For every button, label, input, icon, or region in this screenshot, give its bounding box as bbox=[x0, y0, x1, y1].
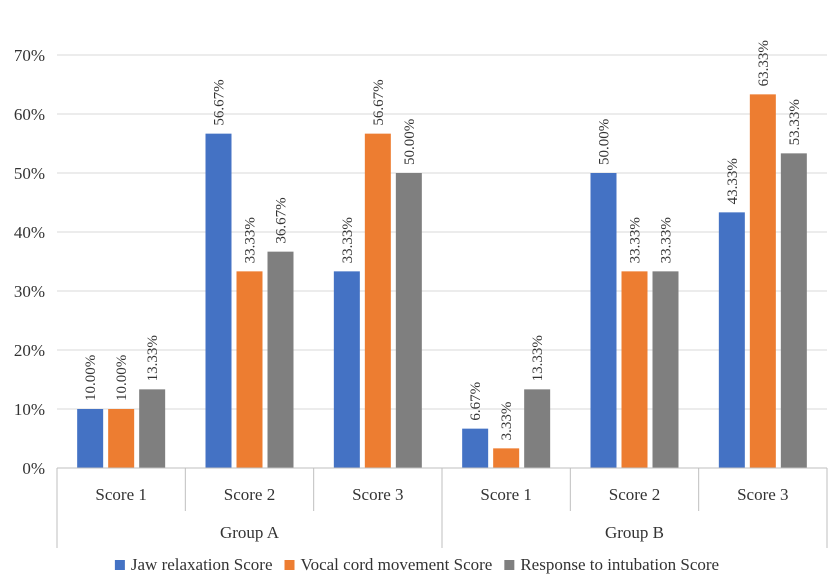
bar bbox=[205, 133, 232, 468]
bar bbox=[749, 94, 776, 468]
bar bbox=[236, 271, 263, 468]
data-label: 43.33% bbox=[725, 158, 741, 204]
legend-label: Vocal cord movement Score bbox=[301, 555, 493, 574]
x-tick-label: Score 3 bbox=[737, 485, 788, 504]
data-label: 13.33% bbox=[145, 335, 161, 381]
bar bbox=[333, 271, 360, 468]
data-label: 36.67% bbox=[274, 197, 290, 243]
x-tick-label: Score 1 bbox=[480, 485, 531, 504]
legend-swatch bbox=[284, 560, 295, 570]
data-label: 6.67% bbox=[468, 382, 484, 421]
data-label: 10.00% bbox=[114, 355, 130, 401]
bars bbox=[77, 94, 807, 468]
bar bbox=[139, 389, 166, 468]
data-label: 50.00% bbox=[597, 119, 613, 165]
bar bbox=[524, 389, 551, 468]
gridlines bbox=[57, 54, 827, 410]
y-tick-label: 30% bbox=[14, 282, 45, 301]
bar bbox=[395, 173, 422, 468]
bar bbox=[621, 271, 648, 468]
bar bbox=[718, 212, 745, 468]
data-label: 63.33% bbox=[756, 40, 772, 86]
y-tick-label: 10% bbox=[14, 400, 45, 419]
data-label: 56.67% bbox=[212, 79, 228, 125]
y-tick-label: 20% bbox=[14, 341, 45, 360]
bar bbox=[590, 173, 617, 468]
bar bbox=[77, 409, 104, 468]
group-label: Group A bbox=[220, 523, 280, 542]
data-label: 50.00% bbox=[402, 119, 418, 165]
x-tick-label: Score 1 bbox=[95, 485, 146, 504]
data-label: 33.33% bbox=[243, 217, 259, 263]
data-label: 13.33% bbox=[530, 335, 546, 381]
x-tick-label: Score 3 bbox=[352, 485, 403, 504]
legend: Jaw relaxation Score Vocal cord movement … bbox=[114, 555, 719, 574]
data-label: 53.33% bbox=[787, 99, 803, 145]
legend-swatch bbox=[504, 560, 515, 570]
y-tick-label: 40% bbox=[14, 223, 45, 242]
y-tick-label: 60% bbox=[14, 105, 45, 124]
y-tick-label: 70% bbox=[14, 46, 45, 65]
bar bbox=[267, 251, 294, 468]
data-label: 33.33% bbox=[628, 217, 644, 263]
data-label: 10.00% bbox=[83, 355, 99, 401]
data-label: 56.67% bbox=[371, 79, 387, 125]
bar bbox=[493, 448, 520, 468]
x-axis: Score 1 Score 2 Score 3 Score 1 Score 2 Score… bbox=[56, 467, 828, 548]
group-label: Group B bbox=[605, 523, 664, 542]
legend-swatch bbox=[114, 560, 125, 570]
x-tick-label: Score 2 bbox=[224, 485, 275, 504]
bar bbox=[108, 409, 135, 468]
y-tick-label: 50% bbox=[14, 164, 45, 183]
bar bbox=[364, 133, 391, 468]
y-axis-ticks: 0% 10% 20% 30% 40% 50% 60% 70% bbox=[14, 46, 45, 478]
legend-label: Response to intubation Score bbox=[520, 555, 719, 574]
y-tick-label: 0% bbox=[22, 459, 45, 478]
data-label: 33.33% bbox=[340, 217, 356, 263]
bar bbox=[652, 271, 679, 468]
data-label: 3.33% bbox=[499, 402, 515, 441]
bar bbox=[462, 428, 489, 468]
legend-label: Jaw relaxation Score bbox=[131, 555, 273, 574]
x-tick-label: Score 2 bbox=[609, 485, 660, 504]
data-labels: 10.00% 56.67% 33.33% 6.67% 50.00% 43.33% 10.00… bbox=[83, 40, 803, 440]
bar bbox=[780, 153, 807, 468]
data-label: 33.33% bbox=[659, 217, 675, 263]
